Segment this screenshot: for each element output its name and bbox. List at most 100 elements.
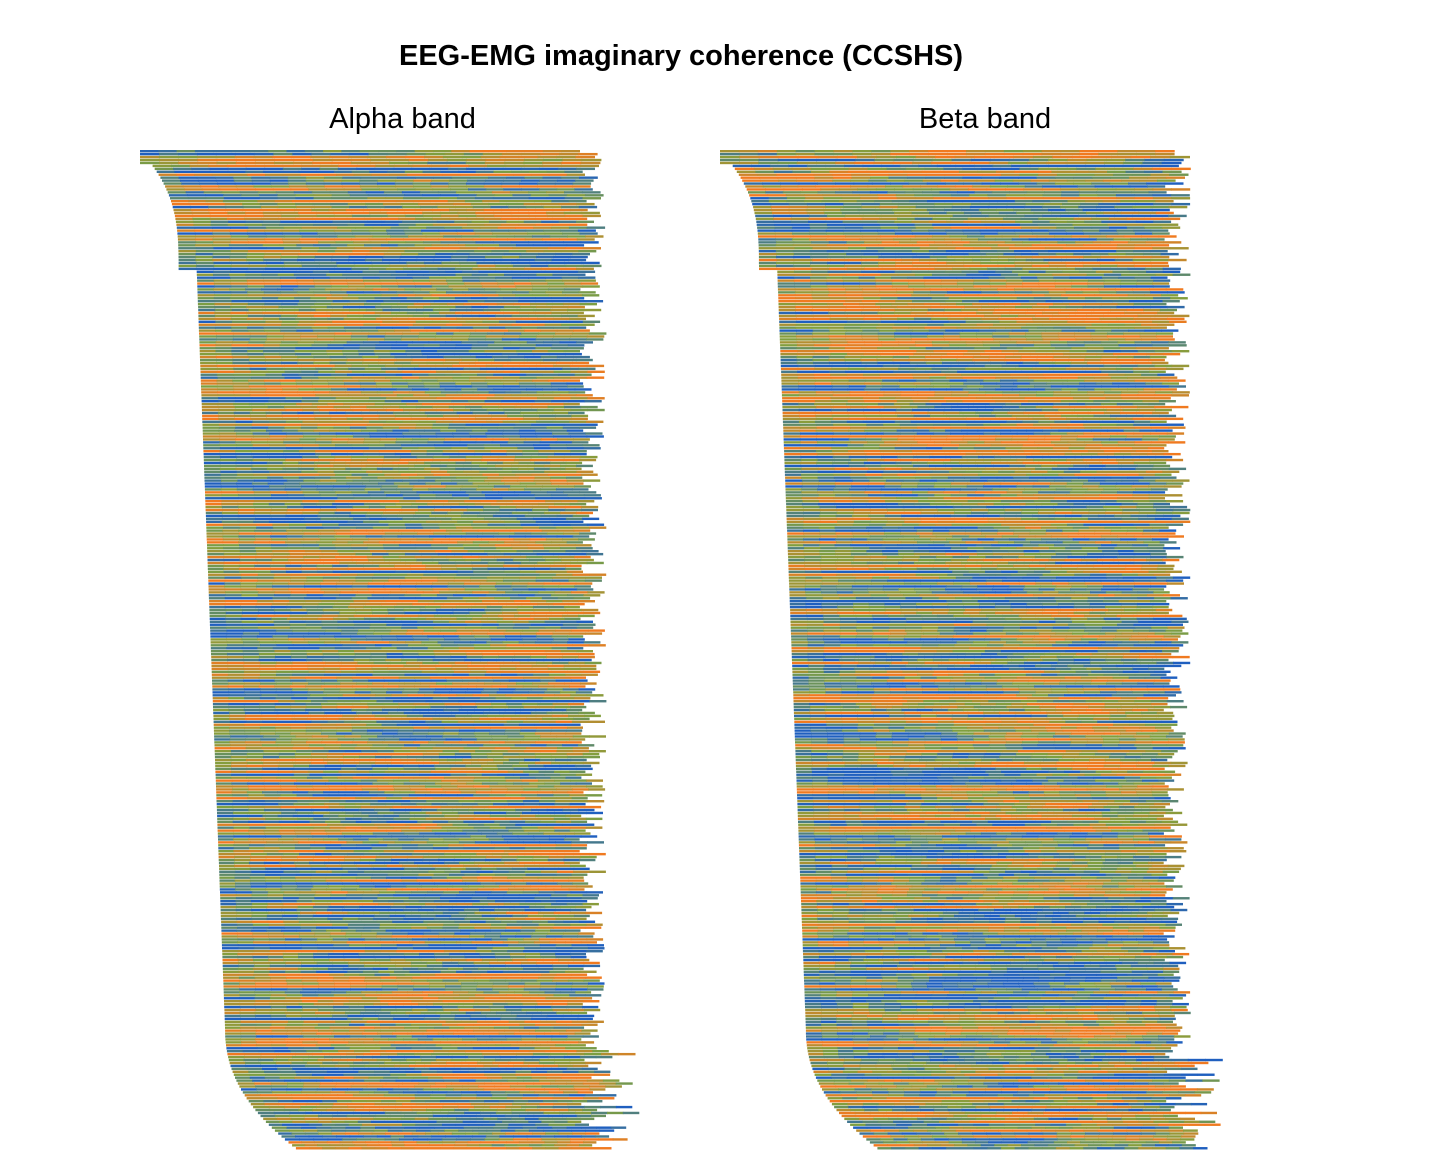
coherence-cell xyxy=(471,467,488,471)
coherence-row xyxy=(208,594,601,597)
coherence-cell xyxy=(404,211,423,215)
coherence-cell xyxy=(507,361,525,365)
coherence-cell xyxy=(276,670,294,673)
coherence-cell xyxy=(340,591,358,594)
coherence-cell xyxy=(539,417,556,421)
coherence-cell xyxy=(327,352,344,356)
coherence-cell xyxy=(485,179,504,182)
coherence-cell xyxy=(269,179,289,182)
coherence-cell xyxy=(356,561,374,565)
coherence-cell xyxy=(500,258,519,262)
coherence-cell xyxy=(246,229,265,232)
coherence-cell xyxy=(360,391,378,394)
coherence-cell xyxy=(322,650,339,653)
coherence-cell xyxy=(300,335,318,338)
coherence-cell xyxy=(363,208,381,212)
coherence-cell xyxy=(537,602,554,606)
coherence-cell xyxy=(177,232,196,235)
coherence-cell xyxy=(514,711,532,715)
coherence-cell xyxy=(509,191,529,194)
coherence-cell xyxy=(506,176,525,179)
coherence-cell xyxy=(464,500,481,503)
coherence-cell xyxy=(562,623,580,626)
coherence-cell xyxy=(545,367,563,371)
coherence-cell xyxy=(303,555,320,559)
coherence-cell xyxy=(263,352,280,356)
coherence-cell xyxy=(257,191,277,194)
coherence-cell xyxy=(528,620,546,623)
coherence-row xyxy=(197,276,596,279)
coherence-cell xyxy=(210,220,229,223)
coherence-cell xyxy=(543,358,561,362)
coherence-cell xyxy=(479,464,496,468)
coherence-cell xyxy=(524,679,541,682)
coherence-cell xyxy=(534,382,552,385)
coherence-cell xyxy=(465,491,483,494)
coherence-cell xyxy=(553,370,572,373)
coherence-cell xyxy=(502,497,520,500)
coherence-cell xyxy=(491,685,508,688)
coherence-cell xyxy=(489,729,506,732)
coherence-cell xyxy=(352,447,370,450)
coherence-cell xyxy=(512,279,530,282)
coherence-cell xyxy=(262,297,279,300)
coherence-cell xyxy=(387,232,406,235)
coherence-cell xyxy=(193,220,212,223)
coherence-cell xyxy=(228,244,247,247)
coherence-cell xyxy=(501,338,520,341)
coherence-cell xyxy=(425,152,446,156)
coherence-cell xyxy=(524,164,544,168)
coherence-row xyxy=(165,185,591,188)
coherence-cell xyxy=(229,252,248,256)
coherence-cell xyxy=(286,529,303,532)
coherence-cell xyxy=(266,394,284,397)
coherence-cell xyxy=(214,317,232,321)
coherence-cell xyxy=(194,150,214,153)
coherence-cell xyxy=(350,405,368,409)
coherence-row xyxy=(208,576,602,579)
coherence-cell xyxy=(197,291,215,294)
coherence-cell xyxy=(394,450,412,453)
coherence-cell xyxy=(323,182,343,185)
coherence-cell xyxy=(406,247,426,250)
coherence-cell xyxy=(385,194,405,197)
coherence-cell xyxy=(503,179,522,182)
coherence-cell xyxy=(290,726,307,729)
coherence-cell xyxy=(400,588,418,591)
coherence-cell xyxy=(396,635,413,638)
coherence-cell xyxy=(509,529,527,532)
coherence-cell xyxy=(540,679,557,682)
coherence-cell xyxy=(259,723,276,726)
coherence-cell xyxy=(283,338,301,341)
coherence-cell xyxy=(586,561,604,565)
coherence-cell xyxy=(400,558,418,562)
coherence-cell xyxy=(489,635,506,638)
coherence-row xyxy=(202,426,597,429)
coherence-cell xyxy=(305,729,322,732)
coherence-cell xyxy=(448,185,467,188)
coherence-cell xyxy=(585,632,603,635)
coherence-cell xyxy=(524,329,542,332)
coherence-cell xyxy=(319,167,339,171)
coherence-cell xyxy=(461,235,480,238)
coherence-cell xyxy=(503,476,520,479)
coherence-row xyxy=(211,673,598,676)
coherence-cell xyxy=(398,294,416,297)
coherence-cell xyxy=(536,632,554,635)
coherence-cell xyxy=(311,344,329,347)
coherence-cell xyxy=(526,585,544,588)
coherence-cell xyxy=(292,152,312,156)
coherence-cell xyxy=(265,320,283,323)
coherence-row xyxy=(203,447,601,450)
coherence-cell xyxy=(287,532,305,535)
coherence-cell xyxy=(480,426,498,429)
coherence-cell xyxy=(501,185,520,188)
coherence-cell xyxy=(521,332,539,335)
coherence-cell xyxy=(530,652,547,656)
coherence-cell xyxy=(308,629,326,632)
coherence-cell xyxy=(315,450,332,453)
coherence-cell xyxy=(301,226,320,229)
coherence-cell xyxy=(469,420,487,423)
coherence-cell xyxy=(250,370,269,373)
coherence-cell xyxy=(287,179,307,182)
